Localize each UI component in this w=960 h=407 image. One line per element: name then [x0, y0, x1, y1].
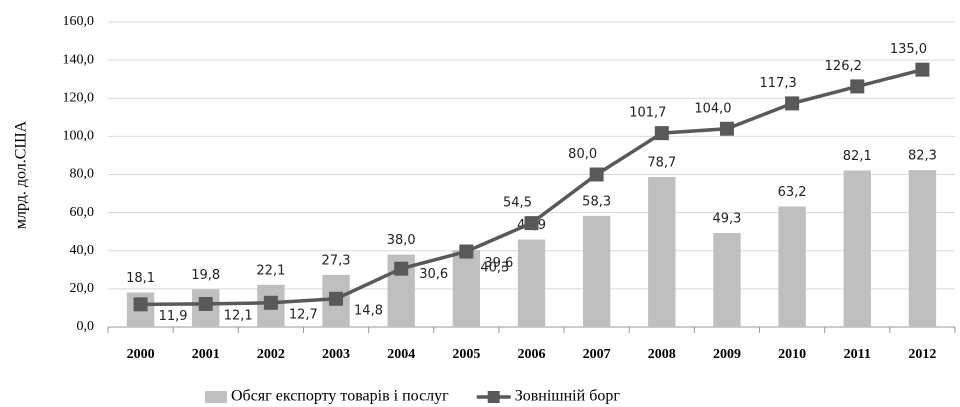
y-tick-label: 120,0: [63, 90, 95, 105]
line-marker: [654, 126, 669, 141]
legend-swatch: [487, 391, 500, 403]
bar: [908, 170, 937, 327]
y-tick-label: 20,0: [70, 281, 95, 296]
data-label: 82,1: [843, 149, 872, 164]
line-marker: [133, 297, 148, 312]
data-label: 12,7: [289, 307, 318, 322]
y-axis-label: млрд. дол.США: [13, 120, 30, 229]
data-label: 82,3: [908, 149, 937, 164]
x-tick-label: 2001: [192, 347, 220, 362]
data-label: 30,6: [419, 267, 448, 282]
data-label: 27,3: [322, 253, 351, 268]
line-marker: [198, 296, 213, 311]
data-label: 54,5: [503, 196, 532, 211]
line-marker: [915, 62, 930, 77]
data-label: 49,3: [712, 212, 741, 227]
y-tick-label: 100,0: [63, 129, 95, 144]
line-marker: [329, 291, 344, 306]
bar: [843, 170, 871, 327]
data-label: 22,1: [256, 263, 285, 278]
bar: [517, 239, 546, 327]
bar: [648, 176, 676, 327]
x-tick-label: 2005: [452, 347, 480, 362]
data-label: 101,7: [629, 106, 666, 121]
y-tick-label: 140,0: [63, 52, 95, 67]
y-tick-label: 0,0: [77, 319, 95, 334]
bar: [713, 233, 741, 327]
x-tick-label: 2003: [322, 347, 350, 362]
x-tick-label: 2008: [648, 347, 676, 362]
legend-label: Обсяг експорту товарів і послуг: [231, 388, 449, 405]
legend-swatch: [205, 391, 227, 403]
data-label: 63,2: [778, 185, 807, 200]
data-label: 14,8: [354, 303, 383, 318]
line-marker: [394, 261, 409, 276]
data-label: 39,6: [484, 256, 513, 271]
x-tick-label: 2004: [387, 347, 415, 362]
line-marker: [263, 295, 278, 310]
x-tick-label: 2009: [713, 347, 741, 362]
y-tick-label: 80,0: [70, 167, 95, 182]
data-label: 135,0: [890, 42, 927, 57]
line-marker: [589, 167, 604, 182]
x-tick-label: 2011: [844, 347, 871, 362]
data-label: 104,0: [694, 101, 731, 116]
bar: [452, 250, 481, 327]
bar: [582, 215, 611, 327]
data-label: 80,0: [568, 147, 597, 162]
legend-label: Зовнішній борг: [515, 388, 621, 405]
line-marker: [524, 216, 539, 231]
y-tick-label: 40,0: [70, 243, 95, 258]
x-tick-label: 2006: [518, 347, 546, 362]
bar: [778, 206, 806, 327]
x-tick-label: 2010: [778, 347, 806, 362]
data-label: 58,3: [582, 194, 611, 209]
data-label: 12,1: [224, 308, 253, 323]
data-label: 19,8: [191, 268, 220, 283]
line-marker: [719, 121, 734, 136]
y-tick-label: 60,0: [70, 205, 95, 220]
data-label: 117,3: [760, 76, 797, 91]
data-label: 11,9: [159, 309, 188, 324]
line-marker: [459, 244, 474, 259]
data-label: 18,1: [126, 271, 155, 286]
data-label: 78,7: [647, 155, 676, 170]
x-tick-label: 2000: [127, 347, 155, 362]
x-tick-label: 2012: [908, 347, 936, 362]
y-tick-label: 160,0: [63, 14, 95, 29]
line-marker: [785, 96, 800, 111]
x-tick-label: 2007: [583, 347, 611, 362]
data-label: 126,2: [825, 59, 862, 74]
x-tick-label: 2002: [257, 347, 285, 362]
line-marker: [850, 79, 865, 94]
data-label: 40,3: [480, 261, 509, 276]
data-label: 38,0: [387, 233, 416, 248]
